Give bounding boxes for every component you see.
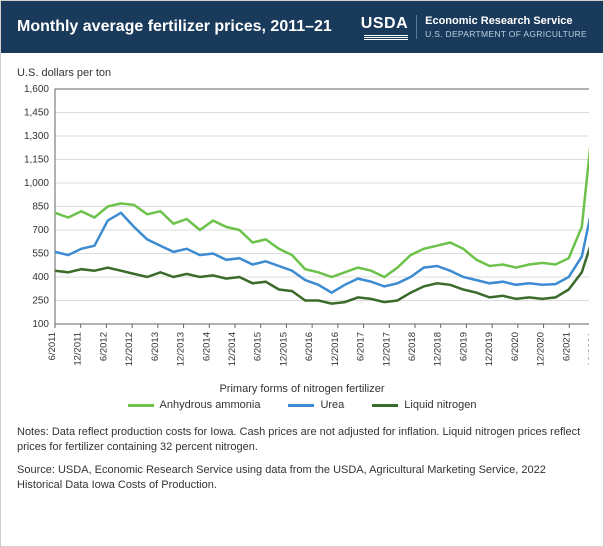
legend-item: Urea bbox=[288, 399, 344, 411]
svg-text:6/2012: 6/2012 bbox=[98, 332, 109, 361]
svg-text:6/2021: 6/2021 bbox=[561, 332, 572, 361]
svg-text:12/2018: 12/2018 bbox=[433, 332, 444, 366]
legend-swatch bbox=[288, 404, 314, 407]
usda-logo-bars bbox=[364, 34, 408, 40]
x-axis-caption: Primary forms of nitrogen fertilizer bbox=[17, 383, 587, 395]
svg-text:1,000: 1,000 bbox=[24, 178, 49, 189]
svg-text:6/2020: 6/2020 bbox=[510, 332, 521, 361]
header: Monthly average fertilizer prices, 2011–… bbox=[1, 1, 603, 53]
svg-text:12/2019: 12/2019 bbox=[484, 332, 495, 366]
source-text: Source: USDA, Economic Research Service … bbox=[1, 455, 603, 503]
svg-text:550: 550 bbox=[32, 249, 49, 260]
svg-text:400: 400 bbox=[32, 272, 49, 283]
brand-dept: U.S. DEPARTMENT OF AGRICULTURE bbox=[425, 29, 587, 40]
legend-swatch bbox=[128, 404, 154, 407]
svg-text:12/2020: 12/2020 bbox=[536, 332, 547, 366]
notes-text: Notes: Data reflect production costs for… bbox=[1, 415, 603, 455]
svg-text:12/2015: 12/2015 bbox=[278, 332, 289, 366]
svg-text:12/2021: 12/2021 bbox=[587, 332, 589, 366]
svg-text:1,300: 1,300 bbox=[24, 131, 49, 142]
svg-text:6/2017: 6/2017 bbox=[356, 332, 367, 361]
svg-text:12/2012: 12/2012 bbox=[124, 332, 135, 366]
svg-text:6/2015: 6/2015 bbox=[253, 332, 264, 361]
svg-text:1,600: 1,600 bbox=[24, 85, 49, 95]
svg-text:6/2016: 6/2016 bbox=[304, 332, 315, 361]
brand-block: USDA Economic Research Service U.S. DEPA… bbox=[361, 15, 587, 40]
svg-text:12/2014: 12/2014 bbox=[227, 332, 238, 366]
svg-text:1,150: 1,150 bbox=[24, 155, 49, 166]
svg-text:6/2019: 6/2019 bbox=[458, 332, 469, 361]
legend-item: Liquid nitrogen bbox=[372, 399, 476, 411]
svg-text:12/2017: 12/2017 bbox=[381, 332, 392, 366]
svg-text:1,450: 1,450 bbox=[24, 108, 49, 119]
legend-label: Liquid nitrogen bbox=[404, 399, 476, 411]
svg-text:6/2011: 6/2011 bbox=[47, 332, 58, 360]
legend-label: Anhydrous ammonia bbox=[160, 399, 261, 411]
brand-ers: Economic Research Service bbox=[425, 15, 587, 29]
brand-text: Economic Research Service U.S. DEPARTMEN… bbox=[416, 15, 587, 39]
svg-text:12/2011: 12/2011 bbox=[73, 332, 84, 366]
svg-text:250: 250 bbox=[32, 296, 49, 307]
svg-text:12/2013: 12/2013 bbox=[176, 332, 187, 366]
svg-text:12/2016: 12/2016 bbox=[330, 332, 341, 366]
y-axis-title: U.S. dollars per ton bbox=[17, 67, 587, 79]
chart-area: U.S. dollars per ton 1002504005507008501… bbox=[1, 53, 603, 415]
legend: Anhydrous ammonia Urea Liquid nitrogen bbox=[17, 399, 587, 411]
usda-logo-text: USDA bbox=[361, 15, 408, 33]
usda-logo: USDA bbox=[361, 15, 408, 40]
legend-item: Anhydrous ammonia bbox=[128, 399, 261, 411]
line-chart: 100 250 400 550 700 850 1,000 1,150 1,300 1,450 1,… bbox=[17, 85, 589, 381]
svg-text:6/2013: 6/2013 bbox=[150, 332, 161, 361]
legend-label: Urea bbox=[320, 399, 344, 411]
legend-swatch bbox=[372, 404, 398, 407]
svg-text:100: 100 bbox=[32, 319, 49, 330]
chart-title: Monthly average fertilizer prices, 2011–… bbox=[17, 18, 332, 36]
svg-text:850: 850 bbox=[32, 202, 49, 213]
svg-text:6/2018: 6/2018 bbox=[407, 332, 418, 361]
svg-text:6/2014: 6/2014 bbox=[201, 332, 212, 361]
svg-text:700: 700 bbox=[32, 225, 49, 236]
